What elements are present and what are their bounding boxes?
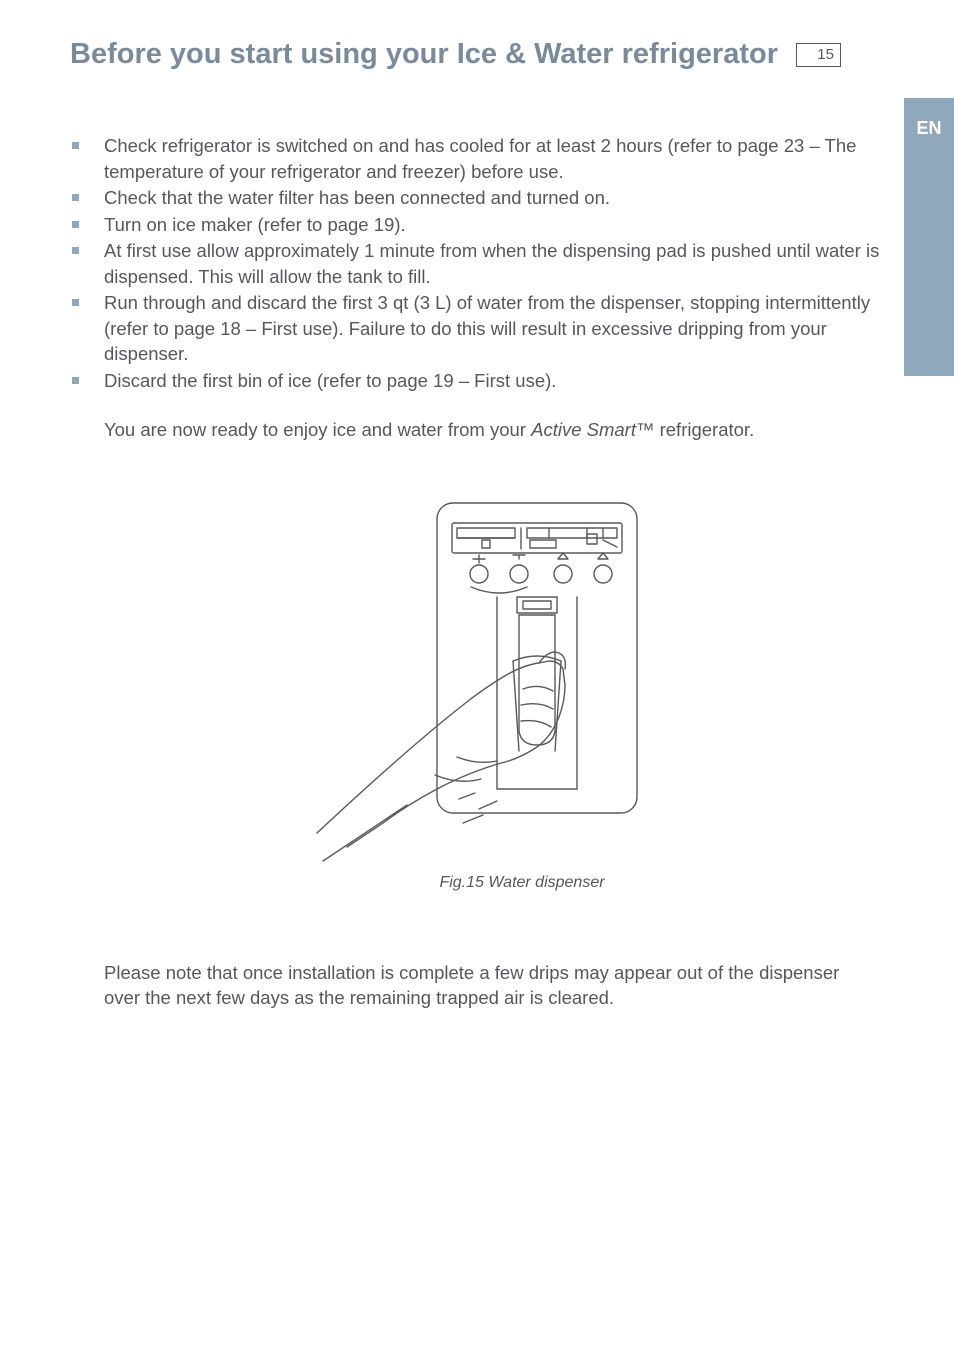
page-number-box: 15: [796, 43, 841, 67]
list-item: At first use allow approximately 1 minut…: [70, 238, 884, 289]
list-item: Check that the water filter has been con…: [70, 185, 884, 211]
installation-note: Please note that once installation is co…: [70, 960, 884, 1011]
page-header: Before you start using your Ice & Water …: [0, 38, 954, 71]
ready-text-pre: You are now ready to enjoy ice and water…: [104, 419, 531, 440]
language-tab: EN: [904, 98, 954, 376]
figure: Fig.15 Water dispenser: [70, 489, 884, 892]
ready-text: You are now ready to enjoy ice and water…: [70, 417, 884, 443]
page-title: Before you start using your Ice & Water …: [70, 38, 778, 71]
bullet-list: Check refrigerator is switched on and ha…: [70, 133, 884, 393]
figure-caption: Fig.15 Water dispenser: [160, 874, 884, 892]
list-item: Run through and discard the first 3 qt (…: [70, 290, 884, 367]
ready-text-italic: Active Smart: [531, 419, 636, 440]
content-area: Check refrigerator is switched on and ha…: [0, 71, 954, 1011]
page-container: Before you start using your Ice & Water …: [0, 0, 954, 1352]
list-item: Check refrigerator is switched on and ha…: [70, 133, 884, 184]
dispenser-illustration: [287, 489, 667, 869]
list-item: Discard the first bin of ice (refer to p…: [70, 368, 884, 394]
page-number: 15: [817, 46, 834, 63]
ready-text-post: ™ refrigerator.: [636, 419, 754, 440]
language-label: EN: [916, 118, 941, 138]
list-item: Turn on ice maker (refer to page 19).: [70, 212, 884, 238]
